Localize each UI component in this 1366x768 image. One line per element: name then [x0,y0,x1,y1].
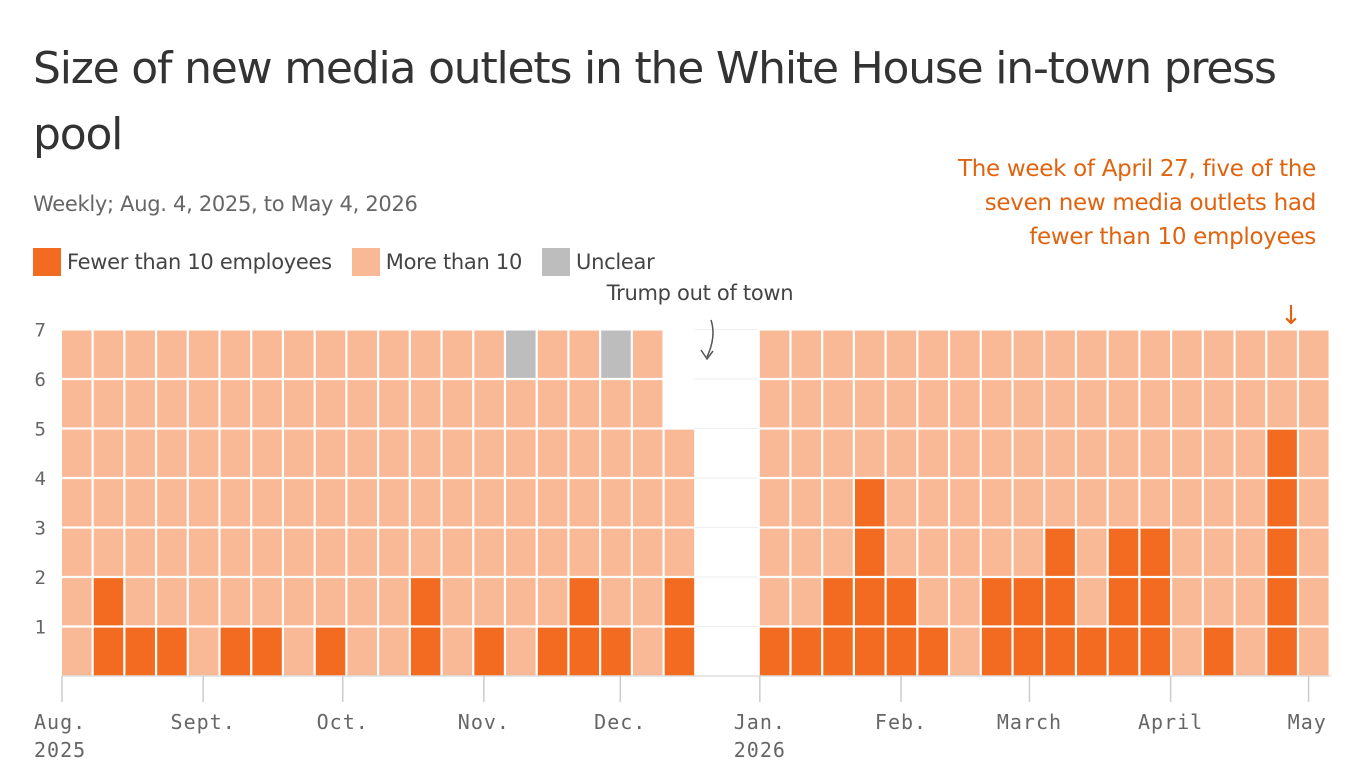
y-axis: 1 2 3 4 5 6 7 [35,320,46,639]
bar-segment-w17-s0 [601,626,631,676]
bar-segment-w16-s1 [569,329,600,577]
bar-segment-w3-s0 [157,626,187,676]
bar-segment-w33-s0 [1108,527,1139,676]
chart-title: Size of new media outlets in the White H… [33,43,1277,160]
callout-annotation: The week of April 27, five of the seven … [958,156,1316,250]
y-tick-label-6: 6 [35,369,46,391]
legend-label-more: More than 10 [385,250,523,274]
bar-segment-w19-s1 [664,428,695,577]
y-tick-label-3: 3 [35,518,46,540]
bar-segment-w22-s0 [759,626,790,676]
y-tick-label-4: 4 [35,468,46,490]
y-tick-label-1: 1 [35,617,46,639]
bar-segment-w29-s1 [981,329,1012,577]
legend-item-unclear: Unclear [542,248,655,276]
bar-segment-w17-s1 [601,379,631,627]
bar-segment-w23-s0 [791,626,822,676]
x-tick-label-9: May [1288,710,1327,734]
bar-segment-w15-s0 [537,626,568,676]
bar-segment-w36-s0 [1203,626,1234,676]
bar-segment-w25-s1 [855,329,885,478]
x-tick-label-1: Sept. [171,710,236,734]
bar-segment-w10-s1 [379,329,409,676]
bar-segment-w37-s1 [1235,329,1266,676]
x-tick-label-8: April [1138,710,1203,734]
bar-segment-w38-s0 [1267,428,1297,676]
bar-segment-w26-s1 [886,329,917,577]
legend-item-more: More than 10 [351,248,523,276]
bar-segment-w28-s1 [950,329,980,676]
bars-layer [62,329,1329,676]
gap-annotation-label: Trump out of town [606,281,794,305]
annotations-layer: Trump out of town ↓ [606,281,1302,361]
bar-segment-w17-s2 [601,329,631,379]
legend-swatch-more [351,248,380,276]
bar-segment-w39-s1 [1299,329,1329,676]
x-tick-sublabel-0: 2025 [34,738,86,762]
bar-segment-w18-s1 [632,329,663,676]
x-tick-label-3: Nov. [458,710,510,734]
bar-segment-w11-s1 [410,329,441,577]
bar-segment-w30-s1 [1013,329,1044,577]
y-tick-label-5: 5 [35,419,46,441]
bar-segment-w5-s0 [220,626,251,676]
x-tick-label-5: Jan. [734,710,786,734]
bar-segment-w12-s1 [442,329,473,676]
bar-segment-w31-s0 [1045,527,1075,676]
bar-segment-w9-s1 [347,329,377,676]
legend: Fewer than 10 employees More than 10 Unc… [33,248,674,276]
x-tick-label-6: Feb. [875,710,927,734]
bar-segment-w1-s1 [93,329,124,577]
bar-segment-w27-s0 [918,626,948,676]
legend-swatch-fewer [33,248,61,276]
x-tick-label-0: Aug. [34,710,86,734]
legend-label-unclear: Unclear [576,250,655,274]
bar-segment-w2-s0 [125,626,155,676]
x-tick-label-4: Dec. [594,710,646,734]
grid-layer [62,328,1331,628]
x-tick-sublabel-5: 2026 [734,738,786,762]
legend-swatch-unclear [542,248,571,276]
callout-arrow: ↓ [1280,301,1302,331]
bar-segment-w0-s1 [62,329,92,676]
bar-segment-w4-s1 [188,329,219,676]
x-tick-label-7: March [997,710,1062,734]
bar-segment-w32-s0 [1077,626,1107,676]
x-tick-label-2: Oct. [317,710,369,734]
bar-segment-w7-s1 [284,329,314,676]
y-tick-label-7: 7 [35,320,46,342]
bar-segment-w34-s0 [1140,527,1170,676]
gap-annotation-arrow-line [706,319,714,358]
gap-annotation-arrow-head [700,349,714,361]
bar-segment-w6-s0 [252,626,282,676]
bar-segment-w13-s0 [474,626,504,676]
bar-segment-w35-s1 [1172,329,1202,676]
legend-item-fewer: Fewer than 10 employees [33,248,332,276]
bar-segment-w24-s1 [823,329,853,577]
chart-subtitle: Weekly; Aug. 4, 2025, to May 4, 2026 [33,192,418,216]
legend-label-fewer: Fewer than 10 employees [67,250,332,274]
bar-segment-w14-s2 [506,329,536,379]
bar-segment-w8-s0 [315,626,346,676]
x-axis: Aug. 2025 Sept. Oct. Nov. Dec. Jan. 2026 Feb. Mar… [34,675,1331,762]
y-tick-label-2: 2 [35,567,46,589]
